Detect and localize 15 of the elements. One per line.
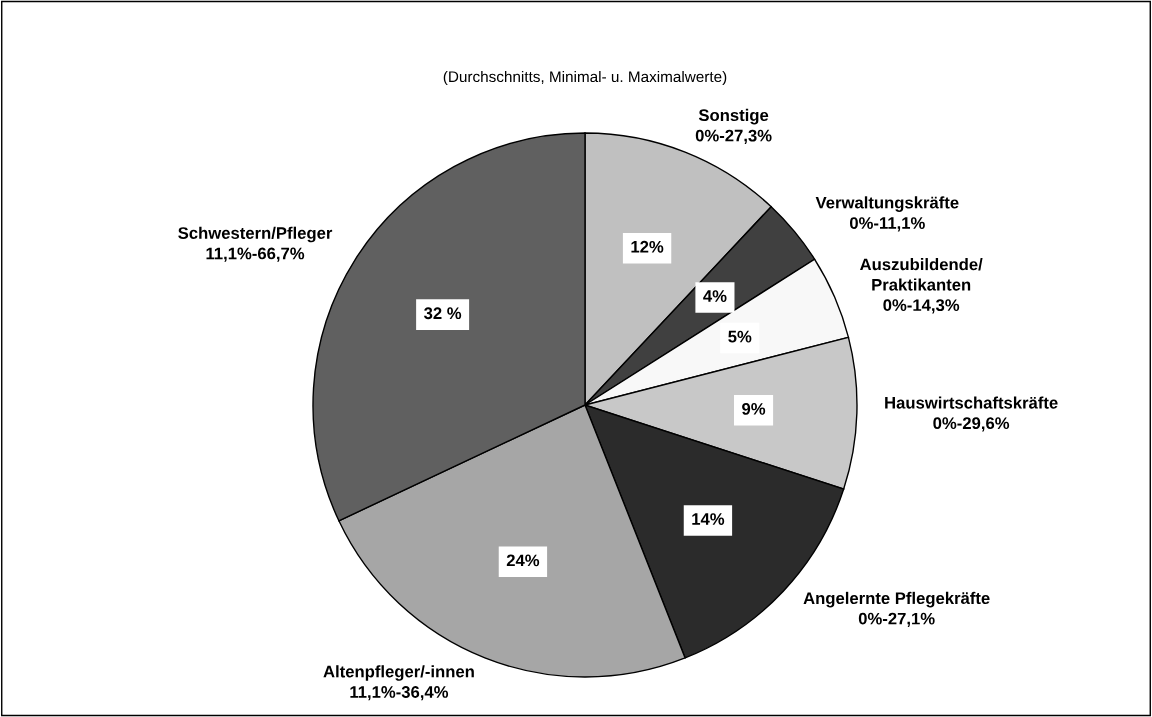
data-label: 14% — [692, 513, 725, 525]
slice-label: Schwestern/Pfleger 11,1%-66,7% — [178, 226, 333, 262]
slice-label: Auszubildende/ Praktikanten 0%-14,3% — [860, 258, 983, 314]
slice-label: Angelernte Pflegekräfte 0%-27,1% — [803, 591, 990, 627]
slice-label: Altenpfleger/-innen 11,1%-36,4% — [323, 665, 474, 701]
data-label: 5% — [728, 330, 752, 343]
slice-label: Hauswirtschaftskräfte 0%-29,6% — [885, 396, 1058, 432]
slice-label: Sonstige 0%-27,3% — [695, 108, 772, 144]
chart-title: (Durchschnitts, Minimal- u. Maximalwerte) — [443, 70, 727, 86]
slice-label: Verwaltungskräfte 0%-11,1% — [815, 196, 959, 232]
data-label: 24% — [506, 554, 540, 567]
data-label: 32 % — [424, 307, 462, 320]
data-label: 9% — [742, 402, 766, 415]
data-label: 4% — [703, 290, 727, 302]
data-label: 12% — [631, 240, 664, 253]
